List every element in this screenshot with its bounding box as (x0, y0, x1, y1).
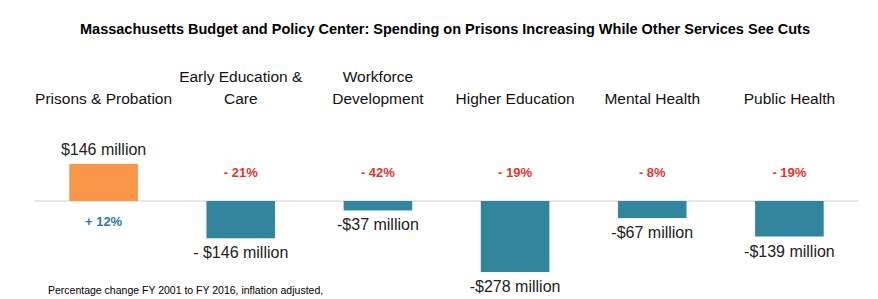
percent-label: - 19% (498, 165, 532, 180)
category-label: Mental Health (604, 90, 700, 107)
percent-label: - 42% (361, 165, 395, 180)
category-label-line: Higher Education (456, 90, 575, 107)
category-label-line: Mental Health (604, 90, 700, 107)
percent-label: - 21% (224, 165, 258, 180)
bar (206, 201, 275, 238)
category-label-line: Public Health (744, 90, 835, 107)
value-label: -$37 million (337, 216, 419, 233)
category-label-line: Development (332, 90, 424, 107)
percent-label: - 19% (772, 165, 806, 180)
category-label-line: Early Education & (179, 68, 303, 85)
category-label-line: Care (224, 90, 258, 107)
value-label: -$278 million (470, 278, 561, 295)
category-label: Public Health (744, 90, 835, 107)
title: Massachusetts Budget and Policy Center: … (80, 21, 810, 37)
percent-label: - 8% (639, 165, 666, 180)
value-label: - $146 million (193, 244, 288, 261)
percent-label: + 12% (85, 214, 123, 229)
value-label: $146 million (61, 141, 146, 158)
category-label: Prisons & Probation (35, 90, 172, 107)
bar (69, 164, 138, 201)
bar (755, 201, 824, 237)
value-label: -$67 million (611, 224, 693, 241)
category-label: Workforce Development (332, 68, 424, 107)
bar (344, 201, 413, 210)
bar (618, 201, 687, 218)
value-label: -$139 million (744, 243, 835, 260)
category-label: Early Education & Care (179, 68, 303, 107)
category-label: Higher Education (456, 90, 575, 107)
category-label-line: Workforce (343, 68, 413, 85)
bars (69, 164, 823, 272)
baseline (35, 201, 858, 202)
bar (481, 201, 550, 272)
category-label-line: Prisons & Probation (35, 90, 172, 107)
chart: Massachusetts Budget and Policy Center: … (0, 0, 878, 299)
footnote: Percentage change FY 2001 to FY 2016, in… (48, 284, 323, 296)
